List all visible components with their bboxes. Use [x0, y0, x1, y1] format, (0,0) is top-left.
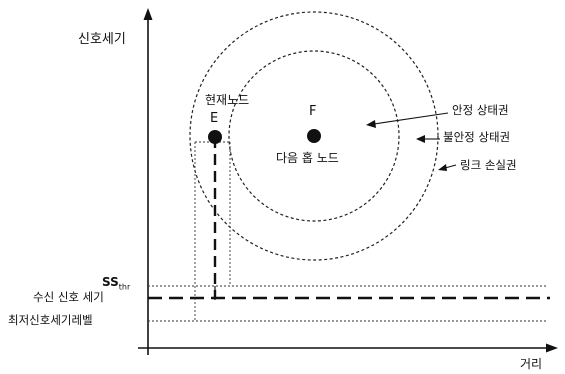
stable-zone-label: 안정 상태권	[452, 103, 509, 117]
loss-zone-arrowhead	[438, 164, 447, 171]
current-node-dot	[208, 130, 222, 144]
y-axis-arrow	[143, 8, 153, 20]
x-axis-label: 거리	[520, 357, 543, 371]
ss-thr-label: SSthr	[102, 276, 130, 291]
loss-zone-label: 링크 손실권	[460, 158, 517, 172]
x-axis-arrow	[546, 343, 558, 353]
unstable-zone-label: 불안정 상태권	[443, 130, 511, 144]
link-loss-boundary-circle	[189, 11, 439, 261]
received-signal-label: 수신 신호 세기	[33, 290, 104, 304]
unstable-boundary-circle	[228, 50, 400, 222]
minimum-level-label: 최저신호세기레벨	[8, 313, 93, 327]
current-node-letter: E	[210, 111, 219, 126]
next-hop-node-dot	[307, 129, 321, 143]
unstable-zone-arrowhead	[416, 135, 425, 143]
current-node-caption: 현재노드	[205, 93, 250, 107]
loss-zone-pointer	[444, 164, 457, 169]
y-axis-label: 신호세기	[78, 32, 126, 47]
ss-thr-subscript: thr	[118, 282, 131, 292]
stable-zone-arrowhead	[366, 120, 376, 128]
next-hop-node-caption: 다음 홉 노드	[276, 151, 339, 165]
stable-zone-pointer	[373, 112, 449, 125]
ss-thr-main: SS	[102, 275, 119, 289]
next-hop-node-letter: F	[309, 104, 317, 119]
